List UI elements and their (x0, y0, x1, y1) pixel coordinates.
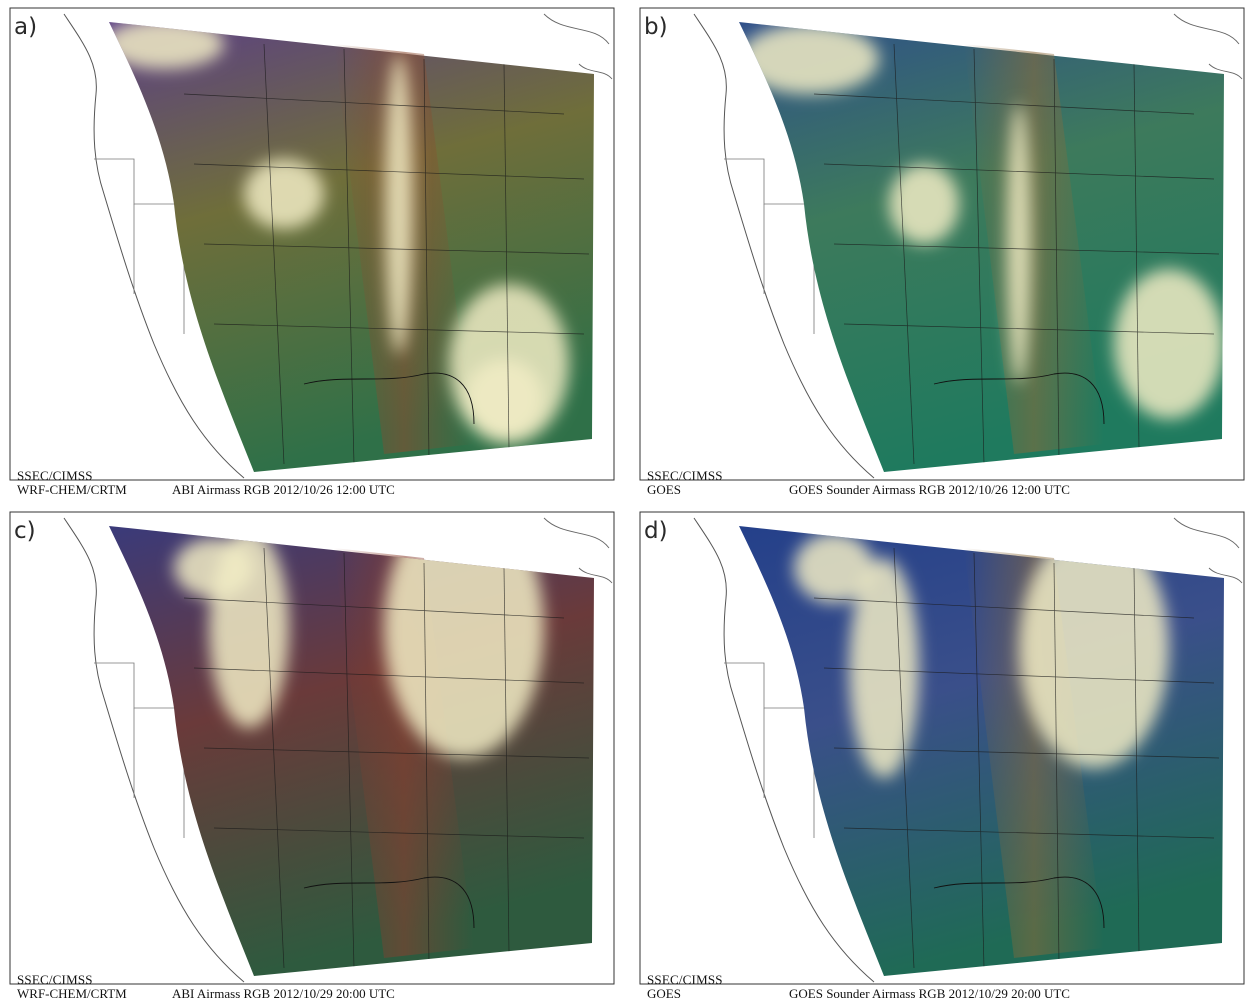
cloud-feature (385, 54, 413, 354)
credit-label: SSEC/CIMSS (647, 468, 723, 483)
state-borders (813, 43, 1220, 465)
map-panel-a: a) SSEC/CIMSS WRF-CHEM/CRTM ABI Airmass … (4, 4, 621, 502)
west-coastline (63, 517, 245, 983)
northeast-coastline (1173, 13, 1243, 80)
map-canvas (9, 7, 615, 481)
cloud-feature (1114, 269, 1224, 419)
panel-caption: ABI Airmass RGB 2012/10/26 12:00 UTC (172, 482, 395, 497)
model-label: GOES (647, 986, 681, 1001)
panel-caption: GOES Sounder Airmass RGB 2012/10/29 20:0… (789, 986, 1070, 1001)
gulf-coastline (933, 372, 1105, 425)
cloud-feature (174, 538, 254, 598)
panel-letter: a) (14, 14, 38, 40)
northeast-coastline (543, 13, 613, 80)
cloud-feature (849, 558, 919, 778)
imagery-swath (739, 22, 1224, 472)
model-label: WRF-CHEM/CRTM (17, 482, 127, 497)
west-coastline (693, 517, 875, 983)
west-coastline (693, 13, 875, 479)
panel-caption: GOES Sounder Airmass RGB 2012/10/26 12:0… (789, 482, 1070, 497)
west-coastline (63, 13, 245, 479)
cloud-feature (244, 159, 324, 229)
gulf-coastline (933, 876, 1105, 929)
state-borders (183, 547, 590, 969)
panel-letter: b) (644, 14, 668, 40)
cloud-feature (1007, 104, 1031, 384)
state-borders (183, 43, 590, 465)
cloud-feature (889, 164, 959, 244)
panel-letter: c) (14, 518, 36, 544)
credit-label: SSEC/CIMSS (17, 972, 93, 987)
model-label: WRF-CHEM/CRTM (17, 986, 127, 1001)
credit-label: SSEC/CIMSS (647, 972, 723, 987)
map-panel-c: c) SSEC/CIMSS WRF-CHEM/CRTM ABI Airmass … (4, 508, 621, 1006)
northeast-coastline (543, 517, 613, 584)
map-canvas (9, 511, 615, 985)
map-canvas (639, 511, 1245, 985)
model-label: GOES (647, 482, 681, 497)
state-borders (813, 547, 1220, 969)
gulf-coastline (303, 372, 475, 425)
cloud-feature (794, 533, 874, 603)
map-panel-b: b) SSEC/CIMSS GOES GOES Sounder Airmass … (634, 4, 1251, 502)
cloud-feature (1019, 528, 1169, 768)
northeast-coastline (1173, 517, 1243, 584)
cloud-feature (464, 359, 544, 439)
gulf-coastline (303, 876, 475, 929)
cloud-feature (109, 22, 224, 69)
panel-letter: d) (644, 518, 668, 544)
cloud-feature (739, 24, 879, 94)
credit-label: SSEC/CIMSS (17, 468, 93, 483)
map-panel-d: d) SSEC/CIMSS GOES GOES Sounder Airmass … (634, 508, 1251, 1006)
map-canvas (639, 7, 1245, 481)
panel-caption: ABI Airmass RGB 2012/10/29 20:00 UTC (172, 986, 395, 1001)
